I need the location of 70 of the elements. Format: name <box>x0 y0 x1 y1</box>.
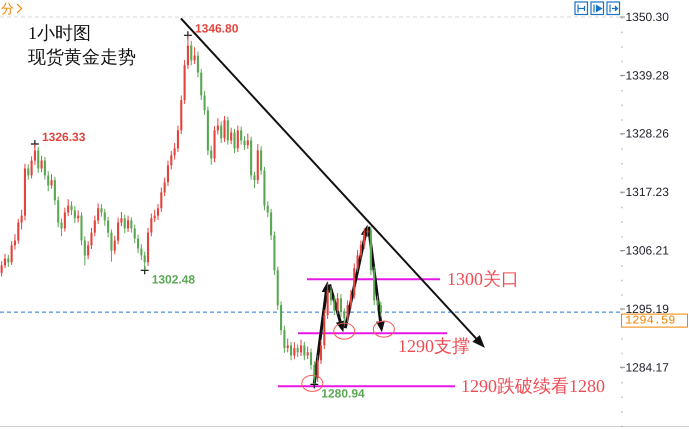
ref-line-label: 1290跌破续看1280 <box>461 376 605 396</box>
candlestick <box>253 171 256 189</box>
candlestick <box>34 143 36 166</box>
candlestick <box>27 164 30 180</box>
candlestick <box>290 341 292 361</box>
candlestick <box>283 325 286 354</box>
candlestick <box>240 126 242 146</box>
text: 现货黄金走势 <box>28 47 136 67</box>
candlestick <box>220 120 222 144</box>
candlestick <box>37 146 40 174</box>
candlestick <box>316 354 319 382</box>
chart-title: 1小时图 <box>28 23 91 43</box>
y-tick-label: 1328.26 <box>626 126 670 141</box>
candlestick <box>286 338 289 353</box>
y-tick-label: 1295.19 <box>626 302 670 316</box>
candlestick <box>50 174 53 190</box>
candlestick <box>110 228 112 262</box>
candlestick <box>300 339 302 357</box>
ref-line-label: 1294.59 <box>625 314 676 328</box>
candlestick <box>233 128 236 154</box>
candlestick <box>260 146 262 176</box>
candlestick <box>10 240 13 266</box>
candlestick <box>236 125 239 153</box>
candlestick <box>87 240 90 260</box>
annotation: 1280.94 <box>321 386 366 400</box>
candlestick <box>40 155 43 173</box>
annotation: 1346.80 <box>195 21 239 36</box>
candlestick <box>30 156 33 180</box>
y-tick-label: 1284.17 <box>626 360 670 374</box>
y-tick-label: 1350.30 <box>626 10 670 24</box>
candlestick <box>216 118 219 136</box>
candlestick <box>0 260 3 278</box>
candlestick <box>77 210 80 224</box>
y-tick-label: 1306.21 <box>626 244 670 258</box>
candlestick <box>74 206 76 224</box>
candlestick <box>4 253 6 269</box>
candlestick <box>7 254 10 268</box>
candlestick <box>223 116 226 143</box>
candlestick <box>376 295 379 310</box>
candlestick <box>124 214 126 234</box>
candlestick <box>150 213 152 237</box>
candlestick <box>296 344 299 358</box>
candlestick <box>194 46 196 65</box>
annotation: 1326.33 <box>42 130 86 144</box>
candlestick <box>186 35 189 70</box>
candlestick <box>320 340 322 364</box>
candlestick <box>243 136 246 150</box>
candlestick <box>226 116 229 146</box>
candlestick <box>156 203 160 220</box>
ref-line-label: 1290支撑 <box>398 336 470 356</box>
candlestick <box>190 40 192 66</box>
candlestick <box>127 215 130 233</box>
candlestick <box>336 292 339 315</box>
y-tick-label: 1339.28 <box>626 68 670 82</box>
candlestick <box>70 200 73 216</box>
annotation: 1302.48 <box>152 272 196 286</box>
candlestick <box>346 300 349 323</box>
candlestick <box>310 348 312 370</box>
candlestick <box>246 133 249 150</box>
candlestick <box>313 360 316 385</box>
candlestick <box>84 236 86 266</box>
candlestick <box>303 341 306 361</box>
candlestick <box>293 342 296 360</box>
candlestick <box>100 203 102 218</box>
ref-line-label: 1300关口 <box>447 269 519 290</box>
text: 分 <box>1 1 14 16</box>
candlestick <box>340 294 342 318</box>
candlestick <box>230 127 232 145</box>
candlestick <box>380 300 382 317</box>
y-tick-label: 1317.23 <box>626 185 670 200</box>
